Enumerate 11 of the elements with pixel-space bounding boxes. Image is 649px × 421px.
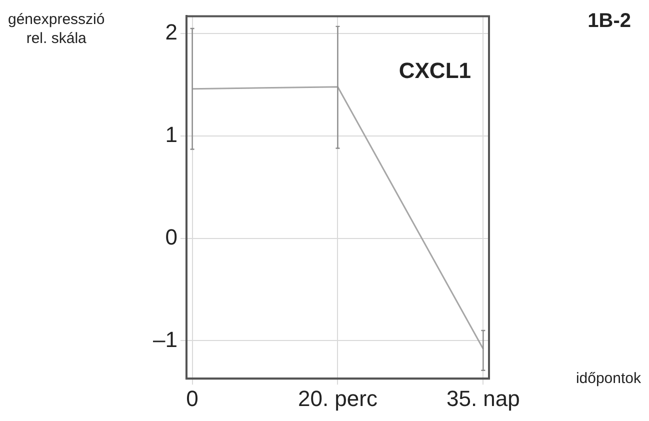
x-tick-label: 20. perc xyxy=(298,386,378,411)
text: 1B-2 xyxy=(588,10,631,33)
x-tick-label: 35. nap xyxy=(446,386,520,411)
x-axis-title: időpontok xyxy=(576,370,641,387)
y-tick-label: –1 xyxy=(152,326,178,352)
y-tick-label: 0 xyxy=(165,224,178,250)
y-tick-label: 1 xyxy=(165,122,178,148)
y-tick-label: 2 xyxy=(165,20,178,45)
y-axis-title: génexpresszió rel. skála xyxy=(8,10,105,48)
x-tick-label: 0 xyxy=(186,386,198,411)
annotation: CXCL1 xyxy=(398,58,471,84)
